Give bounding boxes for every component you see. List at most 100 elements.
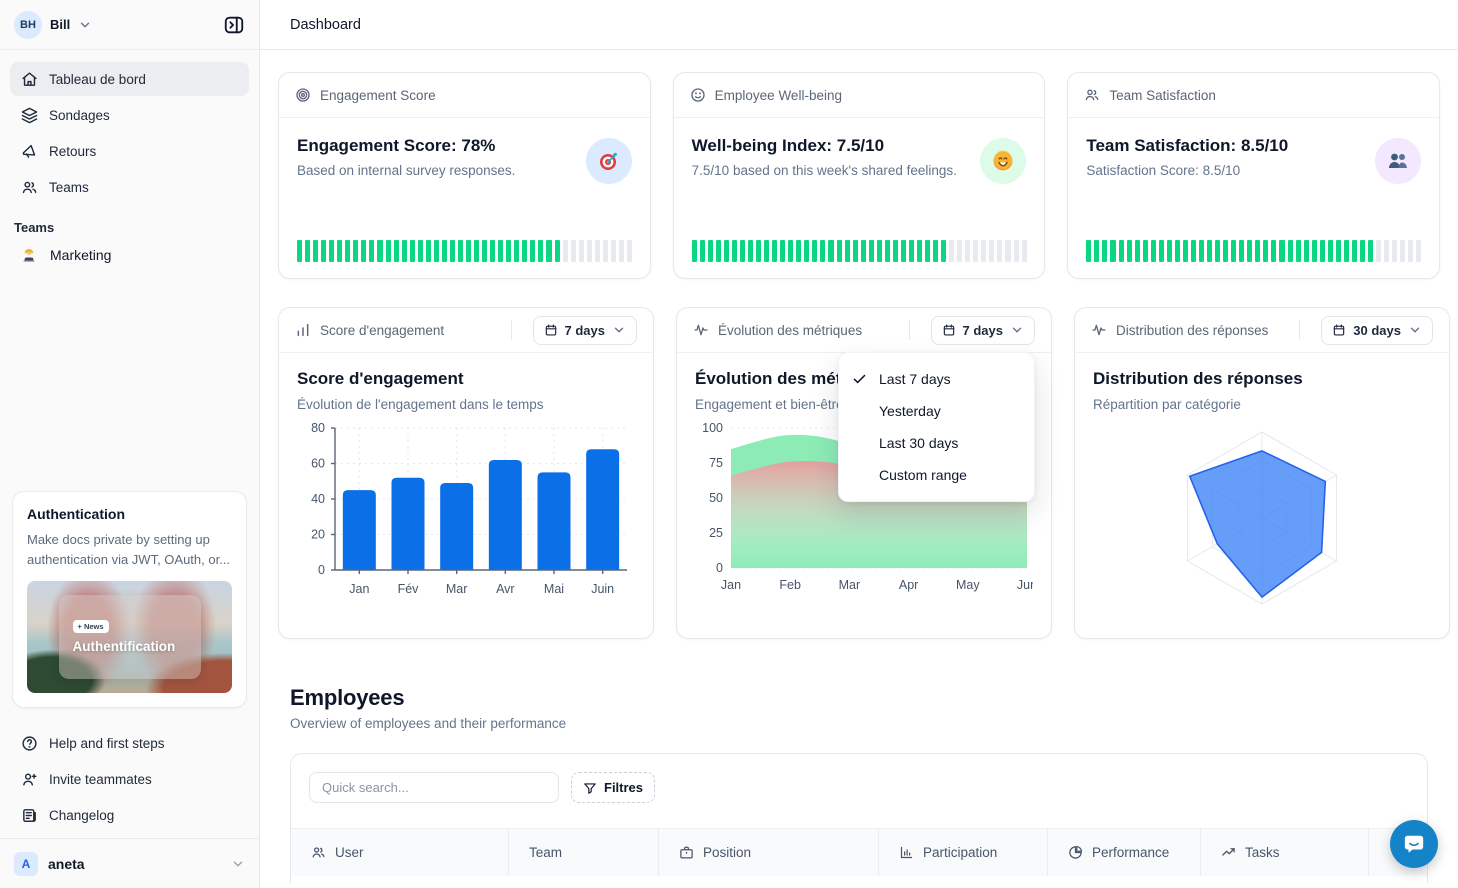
user-plus-icon <box>23 773 37 786</box>
stat-card-header-label: Employee Well-being <box>714 87 842 103</box>
calendar-icon <box>1334 324 1345 336</box>
stat-card-body: Team Satisfaction: 8.5/10 Satisfaction S… <box>1068 118 1439 278</box>
activity-icon <box>1092 324 1106 336</box>
intercom-chat-icon <box>1404 835 1424 853</box>
chart-subtitle: Engagement et bien-être <box>695 397 844 412</box>
stat-card-header-label: Team Satisfaction <box>1109 87 1216 103</box>
workspace-switcher[interactable]: BH Bill <box>0 0 259 50</box>
stat-subtitle: Satisfaction Score: 8.5/10 <box>1086 163 1241 178</box>
stat-card-wellbeing: Employee Well-being Well-being Index: 7.… <box>672 72 1046 279</box>
svg-text:Feb: Feb <box>779 578 801 592</box>
stat-card-satisfaction: Team Satisfaction Team Satisfaction: 8.5… <box>1067 72 1440 279</box>
column-header-label: Tasks <box>1245 845 1280 860</box>
column-header-position[interactable]: Position <box>659 829 879 876</box>
sidebar-item-help[interactable]: Help and first steps <box>10 726 249 760</box>
svg-text:Apr: Apr <box>899 578 918 592</box>
chart-card-body: Score d'engagement Évolution de l'engage… <box>279 353 653 608</box>
stat-subtitle: Based on internal survey responses. <box>297 163 516 178</box>
column-header-label: Team <box>529 845 563 860</box>
filters-button[interactable]: Filtres <box>571 772 656 803</box>
column-header-performance[interactable]: Performance <box>1048 829 1201 876</box>
chart-subtitle: Évolution de l'engagement dans le temps <box>297 397 544 412</box>
search-input[interactable] <box>309 772 559 803</box>
main-content: Engagement Score Engagement Score: 78% B… <box>260 50 1458 888</box>
chart-card-body: Distribution des réponses Répartition pa… <box>1075 353 1449 613</box>
calendar-icon <box>943 324 954 336</box>
briefcase-icon <box>680 846 693 859</box>
column-header-label: Performance <box>1092 845 1170 860</box>
column-header-team[interactable]: Team <box>509 829 659 876</box>
smile-emoji-icon <box>993 150 1013 171</box>
people-emoji-icon <box>1388 153 1407 168</box>
range-label: 30 days <box>1353 322 1401 338</box>
chevron-down-icon <box>1410 327 1420 333</box>
menu-item-label: Last 7 days <box>879 371 951 387</box>
svg-text:0: 0 <box>318 563 325 577</box>
radar-chart <box>1187 431 1337 605</box>
changelog-icon <box>23 808 36 822</box>
layers-icon <box>21 107 38 123</box>
stat-title: Team Satisfaction: 8.5/10 <box>1086 136 1289 155</box>
promo-image-overlay: + News Authentification <box>58 595 201 679</box>
filter-funnel-icon <box>584 782 596 794</box>
svg-text:Mai: Mai <box>544 582 564 596</box>
column-header-label: Participation <box>923 845 998 860</box>
svg-text:May: May <box>956 578 980 592</box>
range-selector-button[interactable]: 7 days <box>532 315 637 345</box>
sidebar-item-invite[interactable]: Invite teammates <box>10 762 249 796</box>
calendar-icon <box>545 324 556 336</box>
svg-text:Juin: Juin <box>591 582 614 596</box>
menu-item-last-7-days[interactable]: Last 7 days <box>839 363 1034 395</box>
smiley-icon <box>690 88 705 102</box>
sidebar-item-sondages[interactable]: Sondages <box>10 98 249 132</box>
svg-text:60: 60 <box>311 457 325 471</box>
spacer <box>0 273 259 481</box>
stat-subtitle: 7.5/10 based on this week's shared feeli… <box>691 163 957 178</box>
svg-text:0: 0 <box>716 561 723 575</box>
promo-image-caption: Authentification <box>72 639 176 654</box>
chart-cards-row: Score d'engagement 7 days Score d'engage… <box>278 307 1450 639</box>
chevron-down-icon <box>614 327 624 333</box>
sidebar-item-changelog[interactable]: Changelog <box>10 798 249 832</box>
sidebar-item-teams[interactable]: Teams <box>10 170 249 204</box>
workspace-name: Bill <box>50 17 71 32</box>
column-header-user[interactable]: User <box>291 829 509 876</box>
stat-card-header: Team Satisfaction <box>1068 73 1439 118</box>
svg-text:Avr: Avr <box>496 582 515 596</box>
promo-card-authentication[interactable]: Authentication Make docs private by sett… <box>12 491 247 708</box>
stat-cards-row: Engagement Score Engagement Score: 78% B… <box>278 72 1440 279</box>
column-header-label: Position <box>703 845 752 860</box>
range-selector-button[interactable]: 30 days <box>1321 315 1433 345</box>
workspace-avatar: BH <box>14 10 42 39</box>
menu-item-custom-range[interactable]: Custom range <box>839 459 1034 491</box>
range-selector-button[interactable]: 7 days <box>930 315 1035 345</box>
svg-text:75: 75 <box>709 456 723 470</box>
sidebar-item-label: Retours <box>49 143 97 159</box>
employees-title: Employees <box>290 685 405 710</box>
panel-right-icon <box>224 16 244 33</box>
column-header-tasks[interactable]: Tasks <box>1201 829 1369 876</box>
stat-card-header-label: Engagement Score <box>320 87 436 103</box>
stat-badge <box>585 138 632 184</box>
sidebar-item-retours[interactable]: Retours <box>10 134 249 168</box>
sidebar-item-label: Help and first steps <box>49 735 165 751</box>
menu-item-label: Yesterday <box>879 403 941 419</box>
account-switcher[interactable]: A aneta <box>0 838 259 888</box>
sidebar-item-marketing[interactable]: Marketing <box>0 237 259 273</box>
column-header-participation[interactable]: Participation <box>879 829 1048 876</box>
chat-launcher-button[interactable] <box>1390 820 1438 868</box>
sidebar-collapse-button[interactable] <box>223 14 245 36</box>
help-circle-icon <box>22 735 37 751</box>
sidebar: BH Bill Tableau de bord Sondages Retours <box>0 0 260 888</box>
sidebar-item-label: Sondages <box>49 107 110 123</box>
main-area: Dashboard Engagement Score Engagement Sc… <box>260 0 1458 888</box>
progress-bar <box>297 240 632 262</box>
menu-item-last-30-days[interactable]: Last 30 days <box>839 427 1034 459</box>
sidebar-item-tableau-de-bord[interactable]: Tableau de bord <box>10 62 249 96</box>
news-badge: + News <box>72 620 109 633</box>
menu-item-yesterday[interactable]: Yesterday <box>839 395 1034 427</box>
sidebar-item-label: Changelog <box>49 807 115 823</box>
chart-card-header: Score d'engagement 7 days <box>279 308 653 353</box>
stat-card-body: Engagement Score: 78% Based on internal … <box>279 118 650 278</box>
svg-text:Mar: Mar <box>839 578 861 592</box>
